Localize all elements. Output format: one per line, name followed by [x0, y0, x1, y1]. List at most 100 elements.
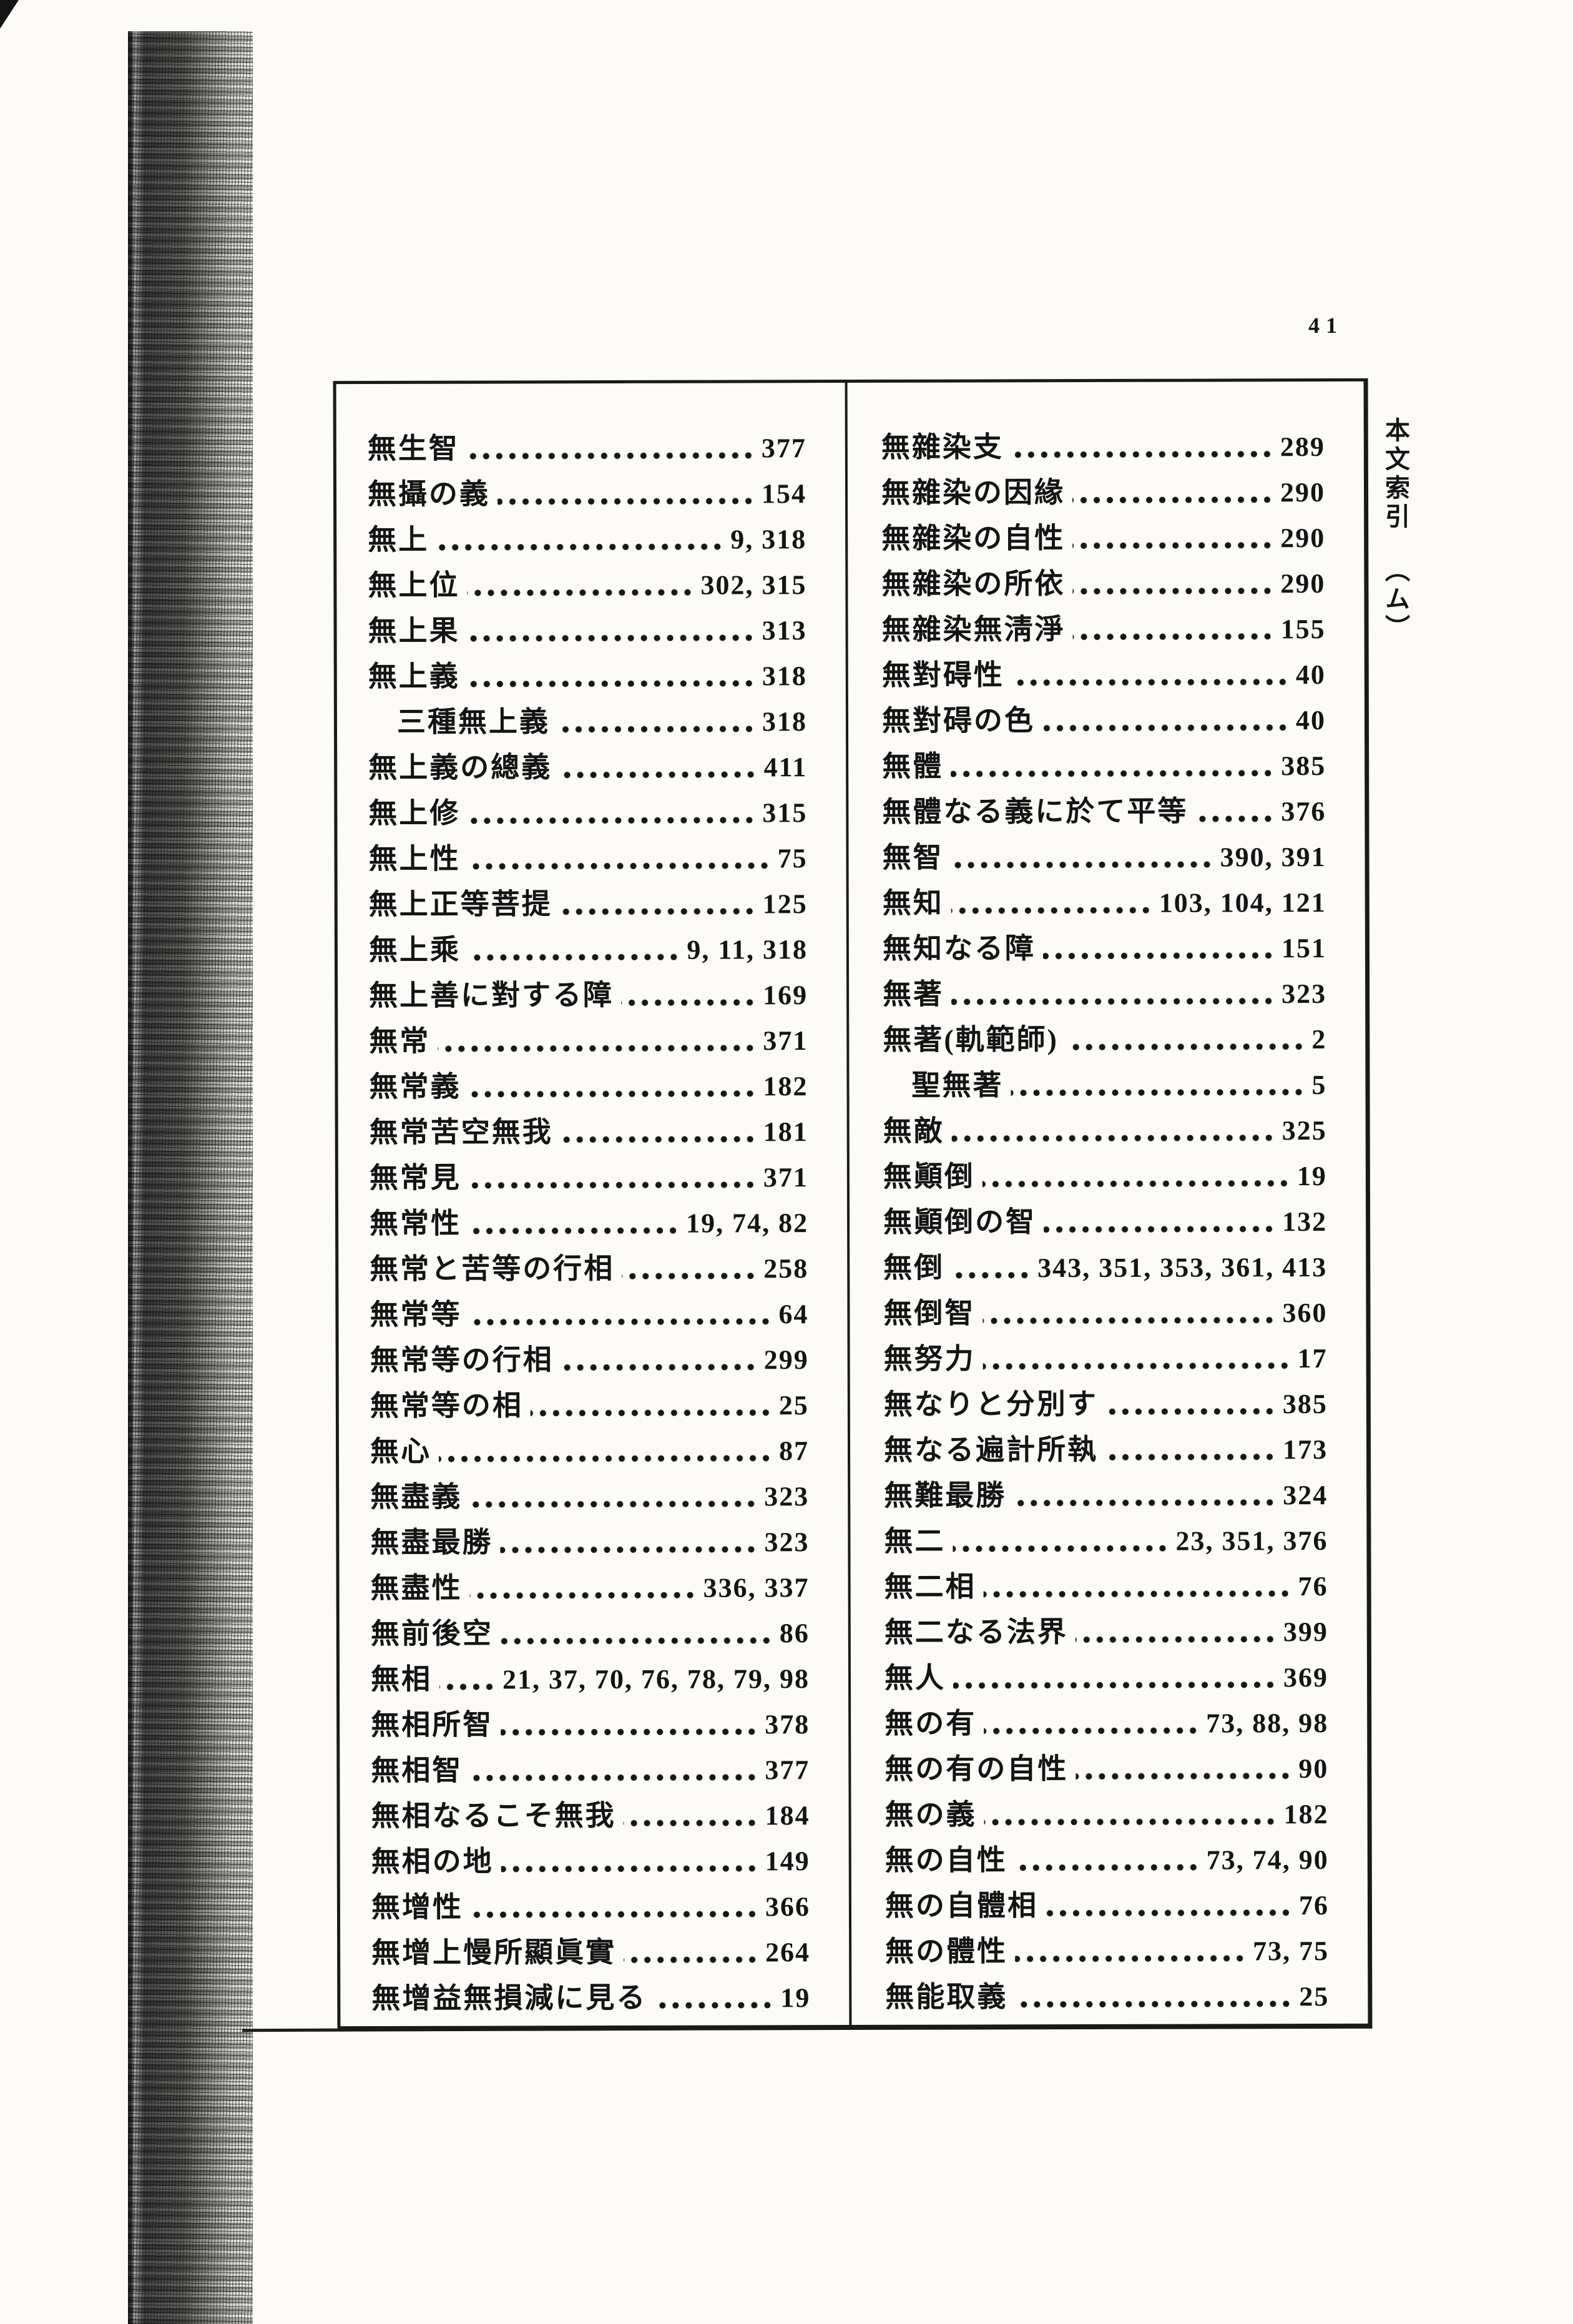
entry-term: 無倒 — [883, 1251, 945, 1284]
leader-dots — [1011, 678, 1290, 687]
entry-pages: 264 — [765, 1937, 811, 1968]
entry-term: 無體 — [882, 750, 944, 782]
entry-pages: 325 — [1281, 1115, 1327, 1146]
entry-term: 無常と苦等の行相 — [370, 1252, 615, 1286]
entry-term: 無努力 — [883, 1342, 976, 1375]
index-entry: 無對碍の色 40 — [882, 696, 1326, 743]
index-column-right: 無雜染支 289 無雜染の因緣 290 無雜染の自性 290 無雜染の所依 290 無雜染無淸淨… — [845, 381, 1368, 2026]
index-entry: 無相なるこそ無我 184 — [371, 1791, 810, 1838]
entry-term: 聖無著 — [911, 1069, 1004, 1101]
entry-term: 無盡性 — [370, 1572, 463, 1605]
entry-pages: 181 — [763, 1116, 808, 1148]
entry-term: 無顚倒の智 — [883, 1206, 1037, 1238]
index-entry: 無なりと分別す 385 — [884, 1380, 1328, 1427]
index-column-left: 無生智 377 無攝の義 154 無上 9, 318 無上位 302, 315 無上果 313 無上… — [336, 383, 850, 2026]
leader-dots — [1042, 952, 1275, 960]
entry-term: 無相智 — [371, 1754, 463, 1787]
leader-dots — [951, 769, 1275, 778]
entry-pages: 323 — [764, 1481, 810, 1512]
index-entry: 無難最勝 324 — [884, 1471, 1328, 1518]
index-entry: 無盡義 323 — [370, 1472, 809, 1519]
leader-dots — [467, 588, 695, 597]
entry-term: 無增益無損減に見る — [371, 1981, 647, 2015]
leader-dots — [1011, 450, 1274, 459]
entry-term: 無の有の自性 — [885, 1753, 1069, 1785]
index-entry: 無の有 73, 88, 98 — [885, 1699, 1328, 1746]
leader-dots — [1015, 2000, 1293, 2009]
entry-term: 無上果 — [368, 614, 460, 647]
leader-dots — [1015, 1954, 1247, 1963]
index-entry: 無雜染無淸淨 155 — [881, 605, 1326, 652]
entry-term: 無上修 — [368, 797, 461, 830]
entry-pages: 9, 318 — [730, 524, 807, 555]
leader-dots — [953, 1544, 1170, 1553]
index-entry: 無心 87 — [370, 1427, 809, 1474]
entry-term: 無の自體相 — [885, 1889, 1039, 1922]
index-entry: 無二なる法界 399 — [885, 1608, 1328, 1655]
entry-pages: 289 — [1280, 431, 1325, 463]
entry-pages: 371 — [763, 1162, 808, 1193]
index-entry: 無體なる義に於て平等 376 — [882, 787, 1326, 834]
index-entry: 無相所智 378 — [371, 1700, 810, 1747]
entry-pages: 125 — [762, 889, 808, 920]
leader-dots — [500, 1637, 773, 1645]
entry-term: 無常 — [369, 1025, 431, 1058]
entry-term: 無上義 — [368, 660, 460, 693]
leader-dots — [951, 1134, 1276, 1143]
entry-pages: 323 — [1281, 978, 1327, 1010]
leader-dots — [984, 1818, 1278, 1826]
leader-dots — [984, 1726, 1200, 1735]
page-number: 41 — [1308, 313, 1343, 338]
index-entry: 無上性 75 — [368, 834, 807, 881]
entry-term: 無上義の總義 — [368, 751, 552, 784]
entry-term: 無增上慢所顯眞實 — [371, 1936, 617, 1969]
entry-pages: 76 — [1298, 1890, 1330, 1921]
index-entry: 無の自性 73, 74, 90 — [885, 1836, 1329, 1883]
index-entry: 無上義の總義 411 — [368, 743, 807, 790]
entry-pages: 315 — [762, 797, 808, 829]
index-entry: 無攝の義 154 — [368, 470, 806, 516]
entry-pages: 318 — [762, 706, 808, 737]
index-entry: 無常と苦等の行相 258 — [370, 1244, 808, 1291]
entry-term: 無常等の行相 — [370, 1344, 554, 1377]
index-entry: 無上乘 9, 11, 318 — [369, 925, 808, 972]
entry-pages: 21, 37, 70, 76, 78, 79, 98 — [502, 1663, 810, 1695]
entry-term: 無雜染の所依 — [881, 568, 1066, 600]
leader-dots — [469, 1500, 758, 1509]
index-entry: 無相 21, 37, 70, 76, 78, 79, 98 — [371, 1655, 810, 1701]
entry-term: 無對碍性 — [881, 659, 1004, 691]
entry-pages: 399 — [1283, 1617, 1328, 1648]
index-entry: 無努力 17 — [884, 1334, 1328, 1381]
entry-term: 無常義 — [369, 1070, 461, 1103]
entry-pages: 371 — [763, 1025, 808, 1056]
leader-dots — [467, 634, 756, 643]
index-entry: 無敵 325 — [883, 1106, 1327, 1153]
leader-dots — [557, 725, 757, 734]
leader-dots — [559, 907, 757, 916]
leader-dots — [466, 451, 755, 460]
entry-term: 三種無上義 — [396, 706, 551, 738]
leader-dots — [1072, 496, 1275, 505]
leader-dots — [1072, 541, 1275, 550]
entry-pages: 149 — [765, 1846, 810, 1877]
entry-term: 無知なる障 — [882, 932, 1036, 965]
entry-pages: 25 — [1299, 1981, 1330, 2012]
leader-dots — [951, 997, 1276, 1006]
index-entry: 無對碍性 40 — [882, 651, 1326, 697]
entry-pages: 64 — [778, 1299, 809, 1330]
index-entry: 無知 103, 104, 121 — [883, 879, 1326, 925]
index-entry: 無常等の相 25 — [370, 1381, 809, 1428]
entry-pages: 76 — [1298, 1571, 1328, 1602]
entry-pages: 385 — [1281, 751, 1326, 782]
entry-term: 無上正等菩提 — [368, 888, 552, 921]
entry-term: 無の有 — [885, 1707, 977, 1740]
entry-term: 無體なる義に於て平等 — [882, 795, 1188, 828]
margin-caption-kana: （ム） — [1381, 557, 1409, 643]
leader-dots — [501, 1864, 759, 1873]
entry-term: 無常見 — [369, 1161, 461, 1194]
index-entry: 無人 369 — [885, 1653, 1328, 1700]
leader-dots — [439, 1683, 497, 1691]
index-entry: 無增益無損減に見る 19 — [371, 1974, 810, 2021]
leader-dots — [982, 1179, 1291, 1188]
